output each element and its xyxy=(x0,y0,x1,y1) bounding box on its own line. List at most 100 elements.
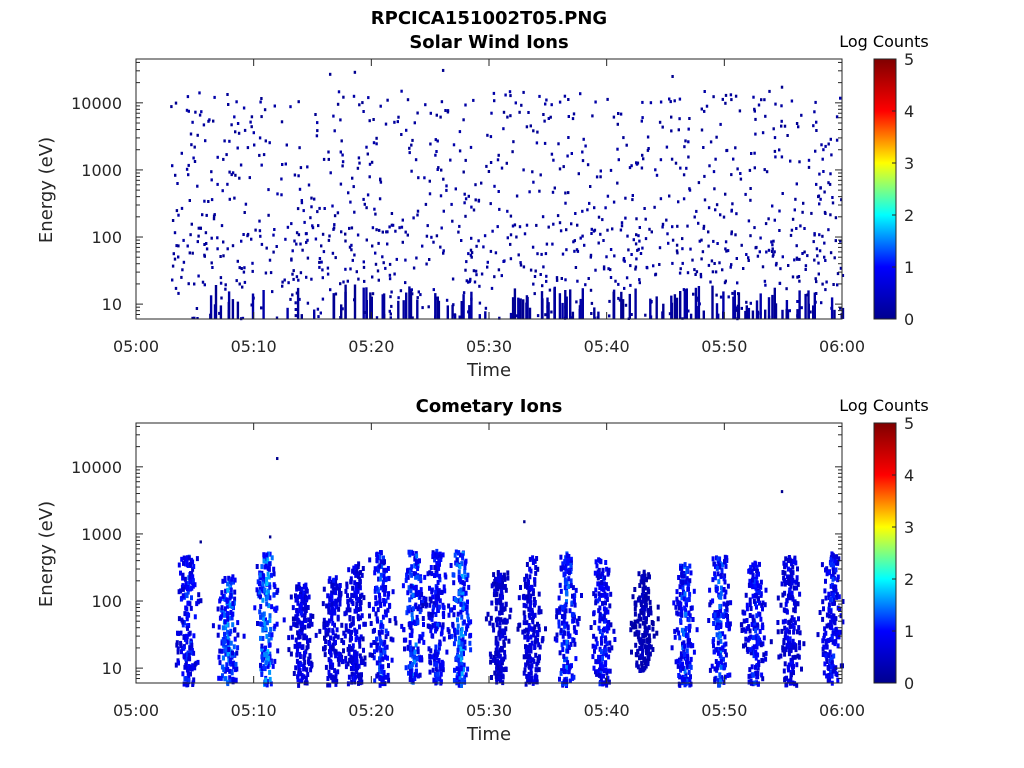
heatmap-cell xyxy=(529,666,533,672)
heatmap-cell xyxy=(404,637,408,643)
heatmap-cell xyxy=(689,664,693,670)
heatmap-cell xyxy=(723,648,727,654)
heatmap-cell xyxy=(408,677,412,682)
heatmap-cell xyxy=(415,256,418,260)
heatmap-cell xyxy=(544,313,547,317)
heatmap-cell xyxy=(785,627,789,633)
heatmap-cell xyxy=(836,605,840,611)
heatmap-cell xyxy=(233,196,236,200)
heatmap-cell xyxy=(470,251,474,255)
heatmap-cell xyxy=(820,562,824,568)
heatmap-cell xyxy=(635,233,638,237)
heatmap-cell xyxy=(452,143,456,147)
heatmap-cell xyxy=(647,633,651,639)
heatmap-cell xyxy=(191,578,195,584)
heatmap-cell xyxy=(260,97,263,100)
heatmap-cell xyxy=(207,119,210,123)
heatmap-cell xyxy=(709,599,713,605)
heatmap-cell xyxy=(574,212,577,215)
heatmap-cell xyxy=(357,571,361,577)
heatmap-cell xyxy=(839,629,843,635)
heatmap-cell xyxy=(503,576,507,582)
heatmap-cell xyxy=(453,627,456,633)
heatmap-cell xyxy=(526,660,530,666)
heatmap-cell xyxy=(721,562,725,568)
heatmap-cell xyxy=(375,673,379,679)
heatmap-cell xyxy=(642,157,645,161)
heatmap-cell xyxy=(602,614,606,620)
heatmap-cell xyxy=(348,644,351,650)
heatmap-cell xyxy=(496,158,500,162)
heatmap-cell xyxy=(216,632,220,638)
heatmap-cell xyxy=(439,194,443,198)
heatmap-cell xyxy=(728,621,732,627)
heatmap-cell xyxy=(382,261,385,265)
heatmap-cell xyxy=(456,657,460,663)
heatmap-cell xyxy=(428,654,432,660)
heatmap-cell xyxy=(241,285,244,289)
heatmap-cell xyxy=(499,617,503,623)
heatmap-cell xyxy=(353,590,357,596)
heatmap-cell xyxy=(226,182,229,186)
heatmap-cell xyxy=(691,643,695,649)
heatmap-cell xyxy=(645,629,649,634)
heatmap-cell xyxy=(375,636,378,642)
heatmap-cell xyxy=(606,586,610,592)
heatmap-cell xyxy=(442,249,445,253)
heatmap-cell xyxy=(442,584,446,590)
heatmap-cell xyxy=(195,307,199,310)
heatmap-cell xyxy=(779,602,783,608)
heatmap-cell xyxy=(688,627,691,633)
heatmap-cell xyxy=(528,597,532,603)
heatmap-cell xyxy=(406,605,410,611)
heatmap-cell xyxy=(721,97,724,101)
heatmap-cell xyxy=(378,656,381,662)
heatmap-cell xyxy=(294,308,297,311)
heatmap-cell xyxy=(542,265,545,269)
heatmap-cell xyxy=(414,672,417,678)
heatmap-cell xyxy=(638,645,642,651)
heatmap-cell xyxy=(361,636,365,642)
heatmap-cell xyxy=(228,139,231,143)
heatmap-cell xyxy=(837,594,841,600)
heatmap-cell xyxy=(828,669,832,675)
heatmap-cell xyxy=(365,238,368,242)
heatmap-cell xyxy=(377,278,380,282)
heatmap-cell xyxy=(209,313,212,319)
panel-solar-wind: Solar Wind Ions 05:00 05:10 05:20 05:30 05:4… xyxy=(36,32,929,381)
heatmap-cell xyxy=(266,565,270,571)
heatmap-cell xyxy=(565,599,568,605)
heatmap-cell xyxy=(752,566,756,571)
heatmap-cell xyxy=(349,655,353,661)
heatmap-cell xyxy=(834,588,838,594)
heatmap-cell xyxy=(589,625,593,630)
heatmap-cell xyxy=(242,270,246,274)
heatmap-cell xyxy=(184,605,188,611)
heatmap-cell xyxy=(186,656,190,662)
heatmap-cell xyxy=(537,642,541,648)
heatmap-cell xyxy=(256,579,260,585)
heatmap-cell xyxy=(293,643,297,649)
heatmap-cell xyxy=(475,273,478,277)
heatmap-cell xyxy=(190,642,194,648)
heatmap-cell xyxy=(593,316,596,320)
heatmap-cell xyxy=(431,594,435,600)
heatmap-cell xyxy=(305,587,308,593)
heatmap-cell xyxy=(541,215,545,219)
heatmap-cell xyxy=(831,617,835,623)
heatmap-cell xyxy=(762,652,766,658)
heatmap-cell xyxy=(722,311,725,319)
heatmap-cell xyxy=(828,182,832,186)
heatmap-cell xyxy=(814,100,817,104)
heatmap-cell xyxy=(782,638,786,643)
heatmap-cell xyxy=(596,569,600,575)
heatmap-cell xyxy=(190,595,193,601)
heatmap-cell xyxy=(171,264,175,268)
heatmap-cell xyxy=(461,605,465,611)
heatmap-cell xyxy=(588,201,591,205)
heatmap-cell xyxy=(416,299,419,319)
heatmap-cell xyxy=(818,172,821,176)
heatmap-cell xyxy=(503,649,507,655)
heatmap-cell xyxy=(557,623,561,629)
heatmap-cell xyxy=(411,678,415,684)
